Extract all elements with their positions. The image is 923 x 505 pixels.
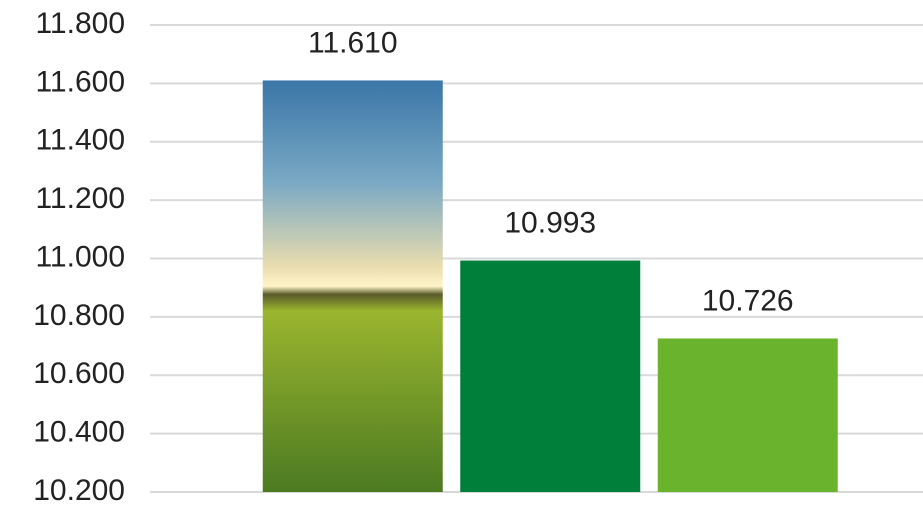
bar <box>658 338 838 492</box>
y-tick-label: 10.400 <box>33 416 125 449</box>
y-tick-label: 10.800 <box>33 299 125 332</box>
page: 10.200 10.400 10.600 10.800 11.000 11.200 11.4… <box>0 0 923 505</box>
bar <box>263 80 443 492</box>
chart: 10.200 10.400 10.600 10.800 11.000 11.200 11.4… <box>0 0 923 505</box>
y-tick-label: 11.000 <box>35 240 125 273</box>
y-tick-label: 10.200 <box>33 474 125 505</box>
y-tick-label: 11.200 <box>35 182 125 215</box>
bar <box>460 261 640 492</box>
y-tick-label: 10.600 <box>33 357 125 390</box>
value-label: 10.726 <box>702 284 794 317</box>
value-label: 10.993 <box>504 206 596 239</box>
y-tick-label: 11.400 <box>35 124 125 157</box>
value-label: 11.610 <box>308 26 398 59</box>
y-tick-label: 11.600 <box>35 65 125 98</box>
y-tick-label: 11.800 <box>35 7 125 40</box>
